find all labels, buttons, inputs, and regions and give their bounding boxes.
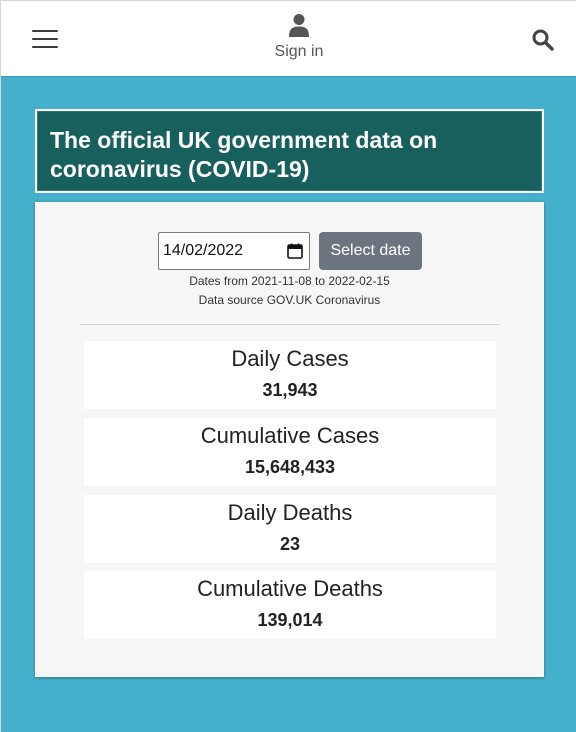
date-input[interactable]: 14/02/2022 [158, 232, 310, 270]
search-icon [532, 29, 554, 51]
stat-label: Cumulative Cases [200, 423, 380, 448]
title-inner: The official UK government data on coron… [37, 111, 542, 191]
stat-value: 31,943 [262, 380, 318, 400]
stat-value: 15,648,433 [244, 457, 336, 477]
date-controls: 14/02/2022 Select date [158, 232, 428, 270]
stat-daily-cases: Daily Cases 31,943 [84, 341, 496, 409]
hamburger-icon-line [32, 38, 58, 40]
data-source-text: Data source GOV.UK Coronavirus [198, 293, 381, 307]
stat-value: 139,014 [257, 610, 323, 630]
stat-daily-deaths: Daily Deaths 23 [84, 495, 496, 563]
title-banner: The official UK government data on coron… [35, 109, 544, 193]
date-input-value: 14/02/2022 [163, 242, 244, 259]
sign-in-label: Sign in [274, 43, 324, 60]
divider [80, 324, 500, 325]
stat-label: Daily Cases [231, 346, 349, 371]
stat-cumulative-cases: Cumulative Cases 15,648,433 [84, 418, 496, 486]
stat-value: 23 [279, 534, 301, 554]
date-range-text: Dates from 2021-11-08 to 2022-02-15 [189, 274, 390, 288]
menu-button[interactable] [32, 29, 58, 49]
page-title: The official UK government data on coron… [50, 127, 438, 182]
hamburger-icon-line [32, 46, 58, 48]
sign-in-link[interactable]: Sign in [239, 13, 359, 61]
stats-card: 14/02/2022 Select date Dates from 2021-1… [35, 202, 544, 677]
stat-label: Cumulative Deaths [197, 576, 383, 601]
user-icon [289, 14, 309, 37]
top-navbar: Sign in [1, 1, 576, 77]
hamburger-icon-line [32, 30, 58, 32]
select-date-button[interactable]: Select date [319, 232, 422, 270]
search-button[interactable] [531, 28, 555, 52]
stat-label: Daily Deaths [227, 500, 353, 525]
stat-cumulative-deaths: Cumulative Deaths 139,014 [84, 571, 496, 639]
calendar-icon[interactable] [287, 243, 303, 259]
